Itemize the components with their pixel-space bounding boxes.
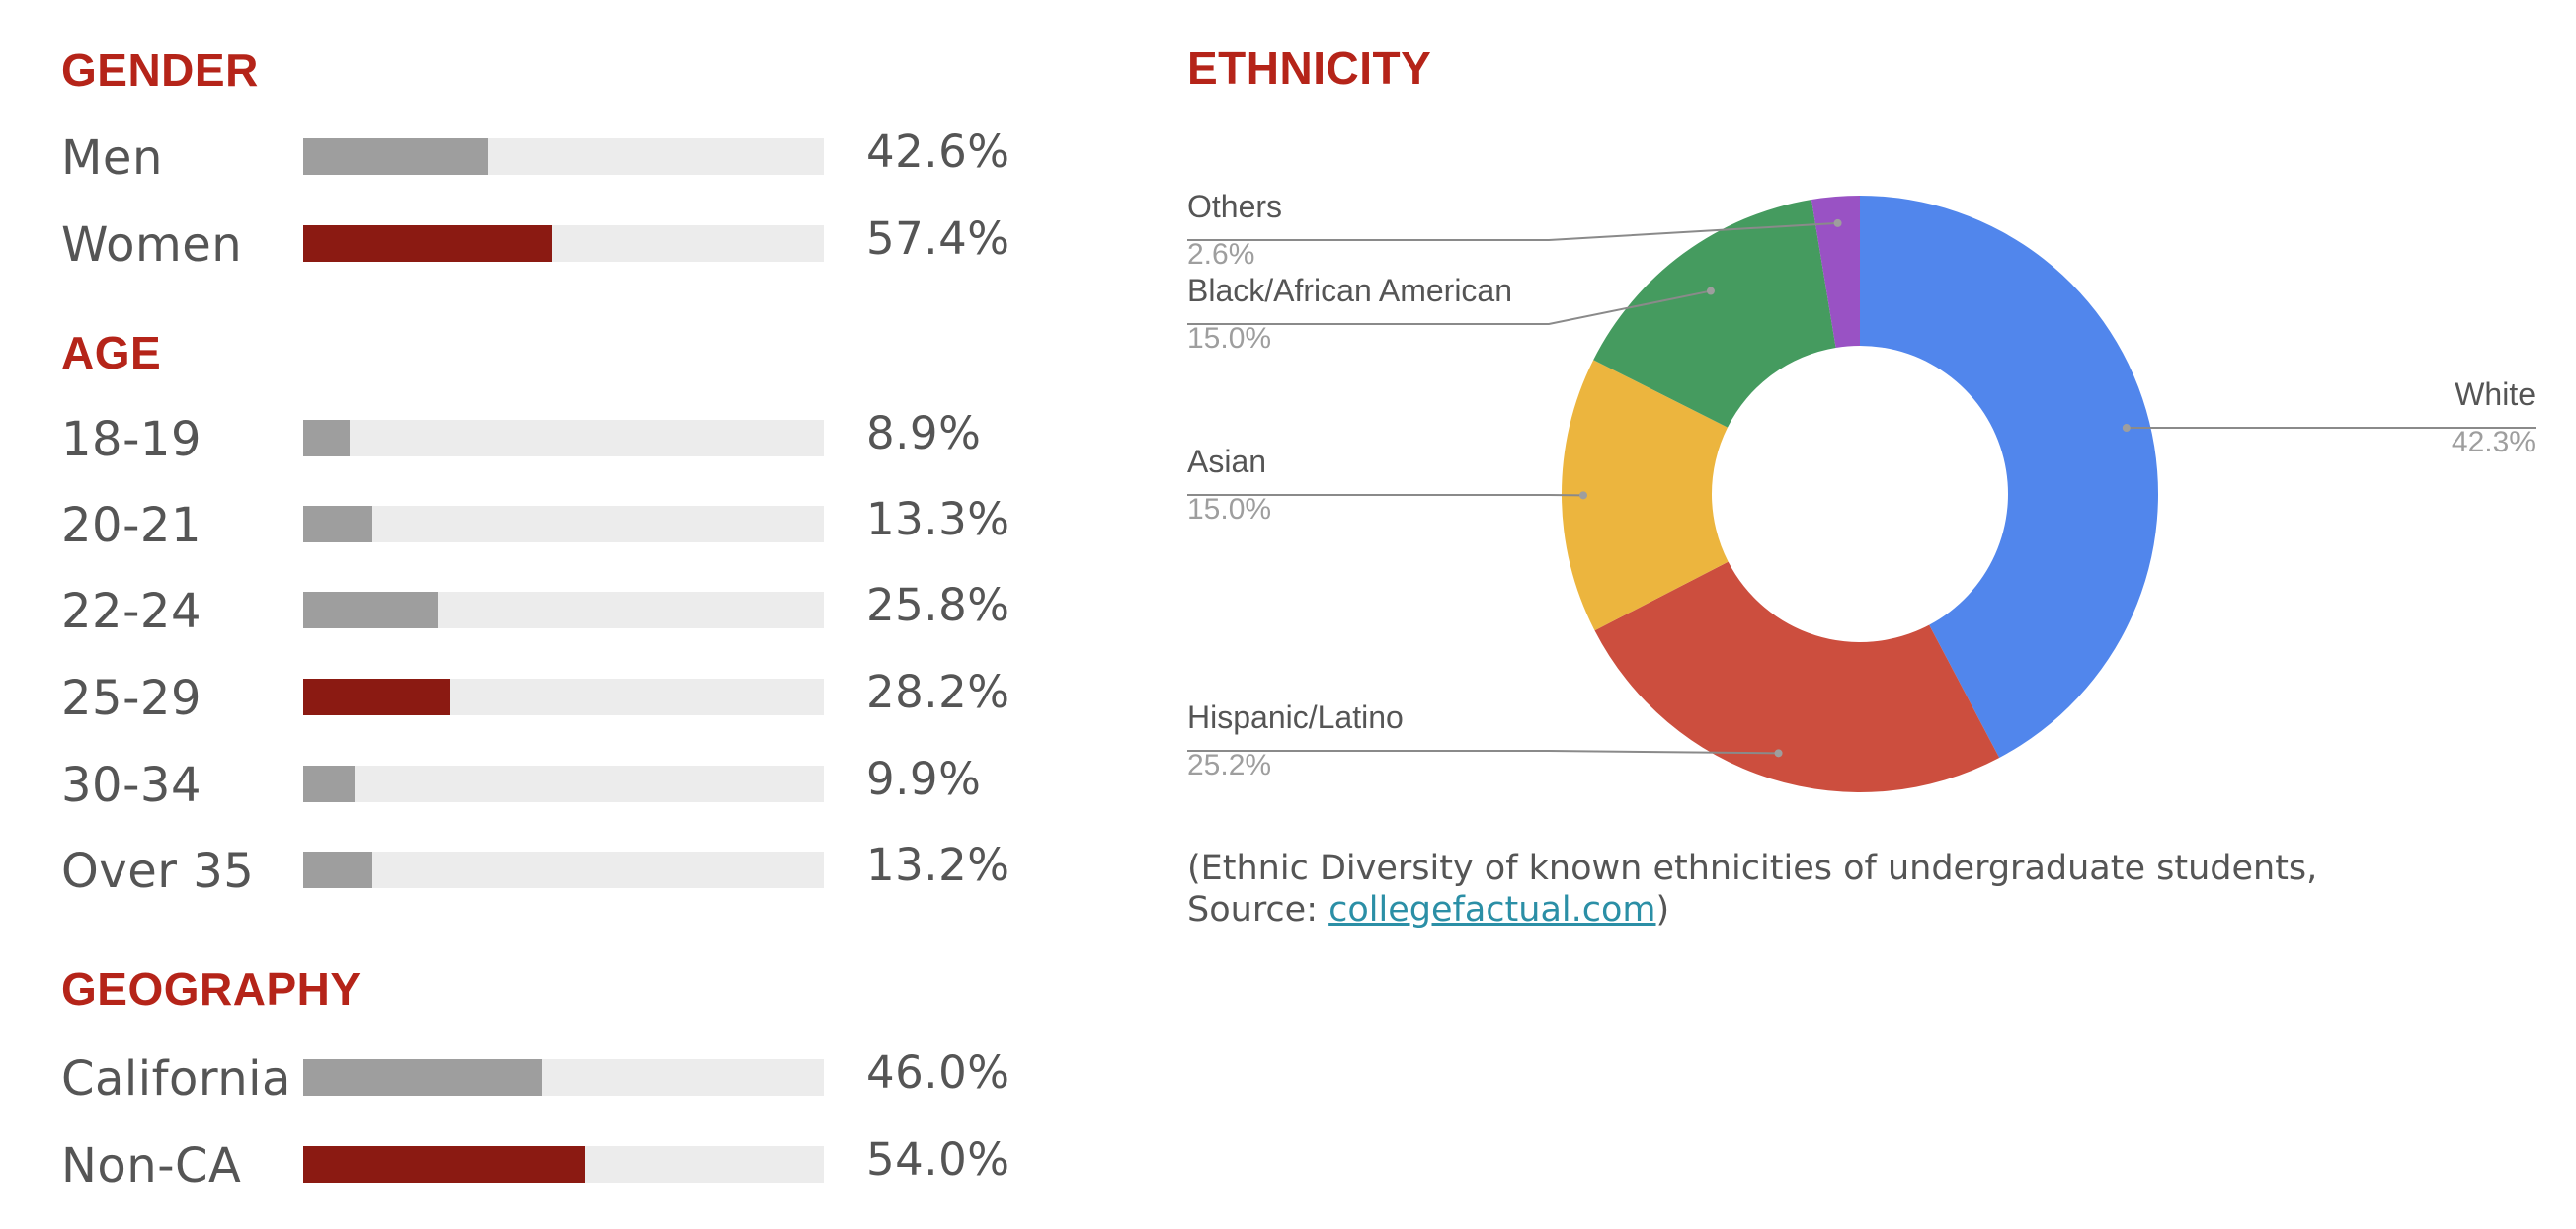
bar-label: Women xyxy=(61,217,243,273)
bar-value: 57.4% xyxy=(866,212,1010,265)
slice-label-black-african-american: Black/African American xyxy=(1187,273,1512,308)
bar-label: Men xyxy=(61,130,163,186)
bar-track xyxy=(303,852,824,888)
age-row-18-19: 18-19 8.9% xyxy=(61,407,1049,469)
donut-slice-asian xyxy=(1562,360,1729,631)
leader-dot-hispanic-latino xyxy=(1774,749,1783,758)
gender-row-men: Men 42.6% xyxy=(61,125,1049,188)
bar-value: 8.9% xyxy=(866,407,982,459)
geography-row-non-ca: Non-CA 54.0% xyxy=(61,1133,1049,1195)
geography-row-california: California 46.0% xyxy=(61,1046,1049,1108)
donut-slice-black-african-american xyxy=(1593,200,1836,428)
bar-value: 46.0% xyxy=(866,1046,1010,1099)
age-row-25-29: 25-29 28.2% xyxy=(61,666,1049,728)
bar-fill xyxy=(303,138,489,175)
bar-value: 25.8% xyxy=(866,579,1010,631)
bar-label: 22-24 xyxy=(61,584,201,639)
slice-value-black-african-american: 15.0% xyxy=(1187,322,1271,355)
bar-track xyxy=(303,592,824,628)
leader-dot-others xyxy=(1833,218,1842,227)
bar-track xyxy=(303,225,824,262)
bar-label: 20-21 xyxy=(61,498,201,553)
bar-fill xyxy=(303,1146,585,1183)
bar-label: 30-34 xyxy=(61,758,201,813)
source-text: (Ethnic Diversity of known ethnicities o… xyxy=(1187,849,2318,930)
slice-label-others: Others xyxy=(1187,189,1282,224)
donut-slice-hispanic-latino xyxy=(1594,561,2000,792)
age-title: AGE xyxy=(61,327,162,378)
age-row-30-34: 30-34 9.9% xyxy=(61,753,1049,815)
source-note: (Ethnic Diversity of known ethnicities o… xyxy=(1187,848,2323,931)
leader-line-hispanic-latino xyxy=(1187,750,1779,755)
slice-value-asian: 15.0% xyxy=(1187,493,1271,526)
bar-fill xyxy=(303,225,553,262)
bar-value: 42.6% xyxy=(866,125,1010,178)
slice-label-white: White xyxy=(2455,376,2536,412)
bar-value: 28.2% xyxy=(866,666,1010,718)
leader-dot-black-african-american xyxy=(1706,287,1715,295)
bar-label: 18-19 xyxy=(61,412,201,467)
slice-value-others: 2.6% xyxy=(1187,238,1254,271)
bar-fill xyxy=(303,766,356,802)
bar-value: 9.9% xyxy=(866,753,982,805)
leader-dot-white xyxy=(2122,424,2131,433)
bar-label: 25-29 xyxy=(61,671,201,726)
bar-value: 54.0% xyxy=(866,1133,1010,1186)
donut-slice-white xyxy=(1860,196,2158,758)
gender-title: GENDER xyxy=(61,44,259,96)
leader-dot-asian xyxy=(1579,491,1588,500)
age-row-20-21: 20-21 13.3% xyxy=(61,493,1049,555)
slice-label-hispanic-latino: Hispanic/Latino xyxy=(1187,699,1404,735)
bar-value: 13.2% xyxy=(866,839,1010,891)
bar-fill xyxy=(303,420,350,456)
age-row-22-24: 22-24 25.8% xyxy=(61,579,1049,641)
bar-label: Over 35 xyxy=(61,844,255,899)
bar-track xyxy=(303,420,824,456)
bar-label: Non-CA xyxy=(61,1138,242,1193)
slice-value-white: 42.3% xyxy=(2452,426,2536,458)
bar-label: California xyxy=(61,1051,291,1106)
bar-fill xyxy=(303,852,372,888)
source-close-paren: ) xyxy=(1655,890,1670,930)
bar-fill xyxy=(303,506,373,542)
bar-track xyxy=(303,506,824,542)
leader-line-others xyxy=(1187,221,1838,241)
bar-track xyxy=(303,138,824,175)
age-row-over-35: Over 35 13.2% xyxy=(61,839,1049,901)
donut-slice-others xyxy=(1811,196,1860,348)
source-link[interactable]: collegefactual.com xyxy=(1328,890,1656,930)
bar-track xyxy=(303,679,824,715)
bar-fill xyxy=(303,592,438,628)
slice-value-hispanic-latino: 25.2% xyxy=(1187,749,1271,781)
bar-track xyxy=(303,766,824,802)
slice-label-asian: Asian xyxy=(1187,444,1266,479)
bar-track xyxy=(303,1059,824,1096)
ethnicity-title: ETHNICITY xyxy=(1187,42,1432,94)
leader-line-black-african-american xyxy=(1187,289,1712,325)
bar-value: 13.3% xyxy=(866,493,1010,545)
bar-track xyxy=(303,1146,824,1183)
geography-title: GEOGRAPHY xyxy=(61,963,362,1015)
bar-fill xyxy=(303,1059,543,1096)
gender-row-women: Women 57.4% xyxy=(61,212,1049,275)
bar-fill xyxy=(303,679,450,715)
